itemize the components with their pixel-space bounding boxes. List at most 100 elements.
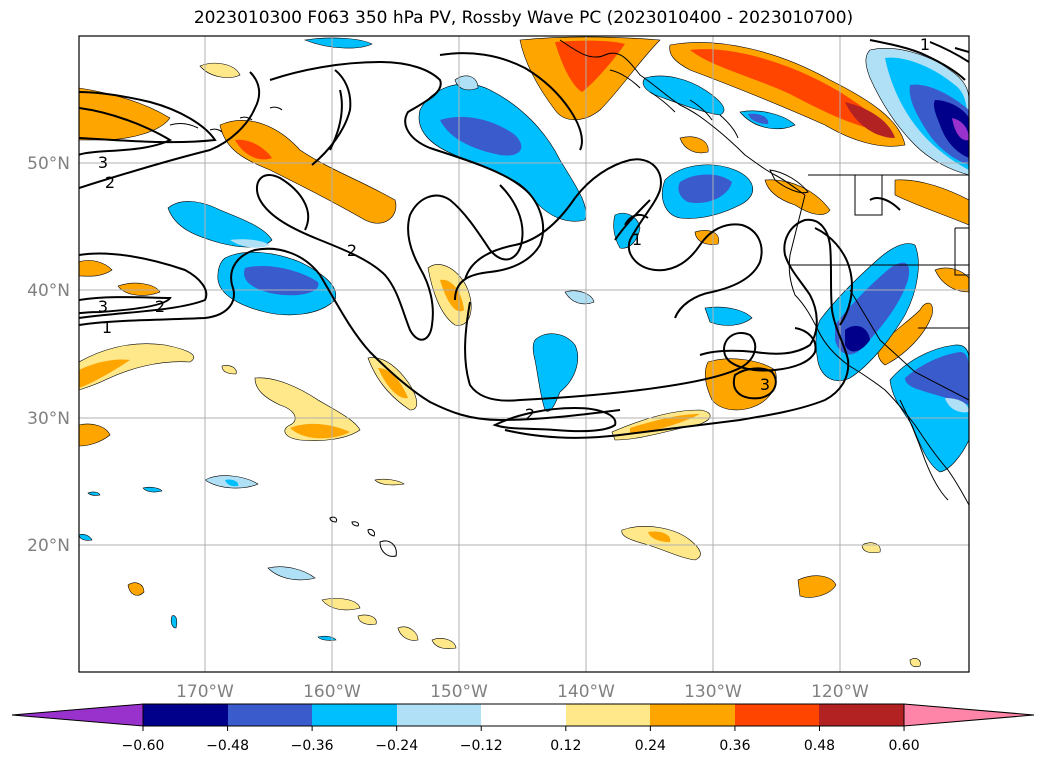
pos-region (127, 582, 145, 596)
neg-region (225, 479, 239, 487)
pos-region (290, 423, 350, 439)
pv-anomaly-fields (79, 36, 969, 668)
neg-region (244, 265, 319, 296)
pos-region (397, 626, 419, 641)
neg-region (303, 37, 373, 49)
pos-region (704, 358, 777, 411)
colorbar-tick-label: 0.24 (635, 738, 666, 754)
pos-region (621, 526, 701, 561)
colorbar-cell (143, 704, 228, 726)
pos-region (79, 343, 195, 391)
pos-region (431, 638, 457, 650)
colorbar-tick-label: −0.60 (122, 738, 165, 754)
contour-label: 2 (525, 405, 535, 424)
colorbar-tick-label: −0.12 (460, 738, 503, 754)
contour-label: 2 (347, 241, 357, 260)
colorbar-tick-label: −0.24 (375, 738, 418, 754)
colorbar-cell (312, 704, 397, 726)
pos-region (235, 139, 272, 160)
neg-region (230, 239, 270, 248)
neg-region (167, 201, 273, 248)
neg-region (267, 566, 316, 581)
grid-lines (79, 36, 969, 672)
neg-region (748, 113, 769, 124)
neg-region (845, 325, 870, 352)
neg-region (613, 212, 641, 249)
neg-region (532, 333, 579, 412)
pos-region (378, 368, 408, 399)
pos-region (630, 414, 700, 434)
pos-region (877, 302, 933, 366)
colorbar-tick-label: 0.12 (550, 738, 581, 754)
neg-region (704, 306, 753, 326)
neg-region (142, 486, 163, 493)
contour-label: 2 (105, 173, 115, 192)
lon-label-150w: 150°W (430, 682, 488, 702)
lon-label-130w: 130°W (684, 682, 742, 702)
lat-label-30n: 30°N (27, 409, 70, 429)
neg-region (678, 174, 732, 204)
colorbar-tick-label: −0.36 (291, 738, 334, 754)
neg-region (933, 100, 969, 158)
contour-label: 1 (102, 318, 112, 337)
colorbar-cell (650, 704, 735, 726)
pos-region (357, 614, 377, 625)
pos-region (219, 120, 397, 224)
pos-region (79, 260, 113, 277)
neg-region (564, 290, 595, 305)
lon-label-120w: 120°W (811, 682, 869, 702)
colorbar-tick-label: 0.60 (888, 738, 919, 754)
neg-region (952, 118, 969, 141)
colorbar-cell (481, 704, 566, 726)
pos-region (894, 179, 969, 226)
lat-label-50n: 50°N (27, 154, 70, 174)
neg-region (945, 398, 969, 413)
pos-region (797, 575, 837, 598)
pos-region (117, 282, 161, 296)
contour-label: 3 (760, 375, 770, 394)
colorbar-tick-label: 0.48 (804, 738, 835, 754)
pos-region (221, 365, 237, 375)
contour-label: 2 (155, 297, 165, 316)
lon-label-160w: 160°W (303, 682, 361, 702)
lat-axis: 50°N 40°N 30°N 20°N (27, 154, 70, 556)
neg-region (440, 116, 522, 156)
pos-region (199, 63, 241, 78)
pos-region (845, 102, 895, 138)
colorbar-cell (566, 704, 650, 726)
lon-label-170w: 170°W (176, 682, 234, 702)
lon-axis: 170°W 160°W 150°W 140°W 130°W 120°W (176, 682, 869, 702)
contour-label: 1 (632, 230, 642, 249)
pos-region (440, 279, 464, 312)
map-frame (78, 35, 970, 673)
neg-region (170, 615, 178, 629)
map-title: 2023010300 F063 350 hPa PV, Rossby Wave … (193, 8, 854, 28)
contour-label: 1 (920, 35, 930, 54)
colorbar-extend-high (903, 703, 1035, 727)
lon-label-140w: 140°W (557, 682, 615, 702)
colorbar-cell (228, 704, 312, 726)
contour-label: 3 (98, 153, 108, 172)
pv-contours (79, 39, 969, 439)
contour-label: 3 (98, 297, 108, 316)
pos-region (679, 136, 709, 154)
pos-region (79, 423, 111, 447)
pos-region (909, 658, 921, 668)
colorbar: −0.60 −0.48 −0.36 −0.24 −0.12 0.12 0.24 0.36 0.4… (11, 703, 1035, 754)
pos-region (79, 359, 130, 388)
colorbar-cell (397, 704, 481, 726)
colorbar-cell (819, 704, 904, 726)
pos-region (934, 267, 969, 293)
colorbar-extend-low (11, 703, 144, 727)
colorbar-tick-label: −0.48 (206, 738, 249, 754)
lat-label-20n: 20°N (27, 536, 70, 556)
pos-region (374, 478, 405, 486)
pos-region (764, 179, 831, 215)
neg-region (87, 491, 101, 496)
neg-region (79, 534, 93, 541)
pos-region (254, 377, 361, 441)
pos-region (648, 531, 671, 542)
colorbar-tick-label: 0.36 (719, 738, 750, 754)
